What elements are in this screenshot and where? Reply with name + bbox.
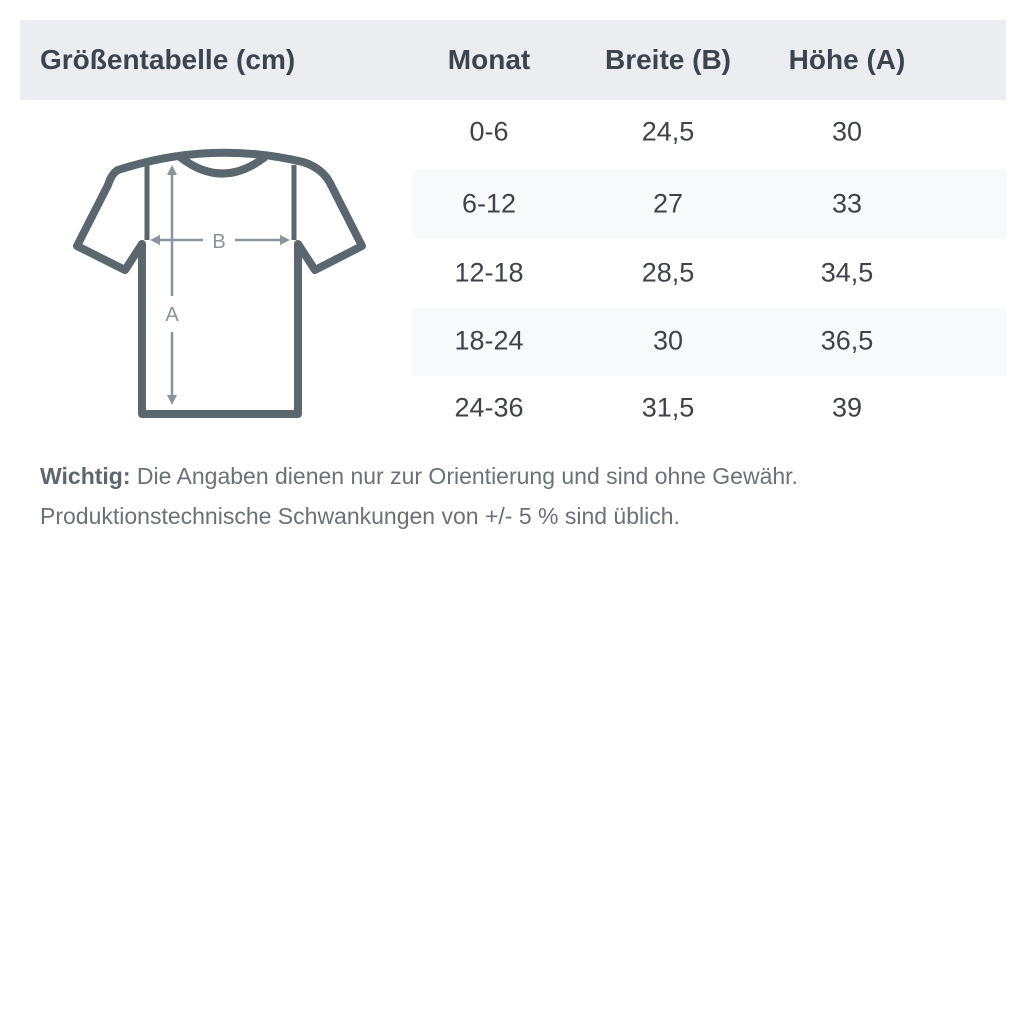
label-b: B (212, 231, 225, 253)
cell-breite: 24,5 (641, 116, 695, 147)
measurement-arrows (150, 165, 290, 405)
row-stripe (412, 170, 1006, 238)
cell-hoehe: 30 (831, 116, 863, 147)
column-header-monat: Monat (447, 44, 531, 75)
cell-monat: 24-36 (454, 392, 524, 423)
cell-hoehe: 34,5 (820, 257, 874, 288)
table-title: Größentabelle (cm) (40, 44, 296, 75)
cell-breite: 31,5 (641, 392, 695, 423)
cell-hoehe: 33 (831, 188, 863, 219)
column-header-hoehe: Höhe (A) (788, 44, 906, 75)
cell-monat: 6-12 (461, 188, 517, 219)
cell-breite: 28,5 (641, 257, 695, 288)
note-label: Wichtig: (40, 463, 131, 489)
cell-hoehe: 36,5 (820, 325, 874, 356)
cell-breite: 27 (652, 188, 684, 219)
tshirt-outline (73, 148, 366, 418)
cell-monat: 18-24 (454, 325, 524, 356)
row-stripe (412, 308, 1006, 376)
column-header-breite: Breite (B) (604, 44, 732, 75)
cell-monat: 12-18 (454, 257, 524, 288)
label-a: A (165, 304, 179, 326)
cell-breite: 30 (652, 325, 684, 356)
note-text: Die Angaben dienen nur zur Orientierung … (40, 463, 798, 529)
cell-monat: 0-6 (469, 116, 509, 147)
table-header: Größentabelle (cm) Monat Breite (B) Höhe… (20, 20, 1006, 100)
disclaimer-note: Wichtig: Die Angaben dienen nur zur Orie… (40, 456, 1000, 536)
cell-hoehe: 39 (831, 392, 863, 423)
